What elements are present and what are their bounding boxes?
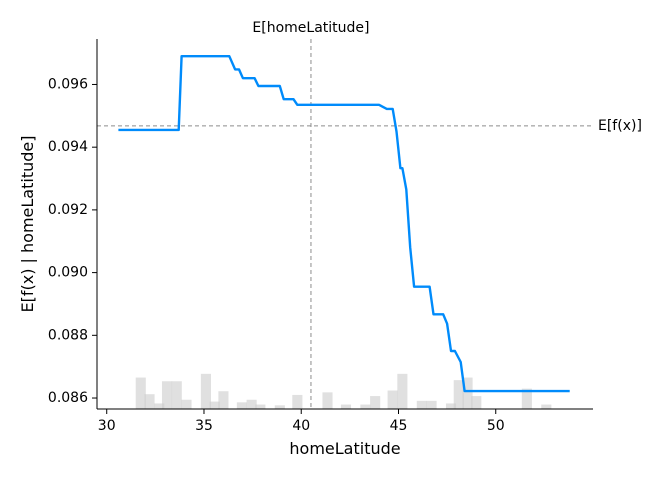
expected-fx-label: E[f(x)] [598, 118, 642, 134]
y-axis-ticks: 0.086 0.088 0.090 0.092 0.094 0.096 [48, 76, 97, 406]
histogram-bar [154, 403, 165, 409]
x-tick-label: 35 [195, 418, 213, 434]
histogram-bar [171, 381, 182, 409]
histogram-bar [200, 373, 211, 409]
y-tick-label: 0.090 [48, 265, 88, 281]
histogram-bar [541, 404, 552, 409]
histogram-bar [426, 400, 437, 409]
y-tick-label: 0.096 [48, 76, 88, 92]
x-tick-label: 50 [487, 418, 505, 434]
series-line [118, 55, 570, 393]
y-tick-label: 0.092 [48, 202, 88, 218]
histogram-bar [218, 391, 229, 409]
histogram-bar [144, 394, 155, 409]
histogram-bar [521, 388, 532, 409]
histogram-bar [181, 399, 192, 409]
histogram-bar [209, 401, 220, 409]
x-axis-title: homeLatitude [289, 439, 400, 458]
histogram-bar [236, 402, 247, 409]
histogram-bar [453, 380, 464, 409]
histogram-bar [416, 400, 427, 409]
histogram-bars [135, 373, 552, 409]
histogram-bar [255, 404, 266, 409]
histogram-bar [161, 381, 173, 409]
x-tick-label: 40 [292, 418, 310, 434]
histogram-bar [135, 377, 146, 409]
histogram-bar [370, 396, 381, 409]
histogram-bar [471, 396, 482, 409]
x-tick-label: 30 [98, 418, 116, 434]
histogram-bar [387, 390, 398, 409]
histogram-bar [322, 392, 333, 409]
histogram-bar [445, 403, 457, 409]
histogram-bar [340, 404, 352, 409]
histogram-bar [462, 377, 473, 409]
histogram-bar [360, 404, 371, 409]
x-axis-ticks: 30 35 40 45 50 [98, 409, 505, 434]
histogram-bar [246, 399, 257, 409]
y-tick-label: 0.086 [48, 390, 88, 406]
y-tick-label: 0.088 [48, 327, 88, 343]
histogram-bar [292, 394, 303, 409]
x-tick-label: 45 [390, 418, 408, 434]
histogram-bar [274, 405, 285, 409]
y-tick-label: 0.094 [48, 139, 88, 155]
expected-x-label: E[homeLatitude] [252, 20, 369, 36]
histogram-bar [397, 373, 408, 409]
y-axis-title: E[f(x) | homeLatitude] [18, 136, 37, 313]
